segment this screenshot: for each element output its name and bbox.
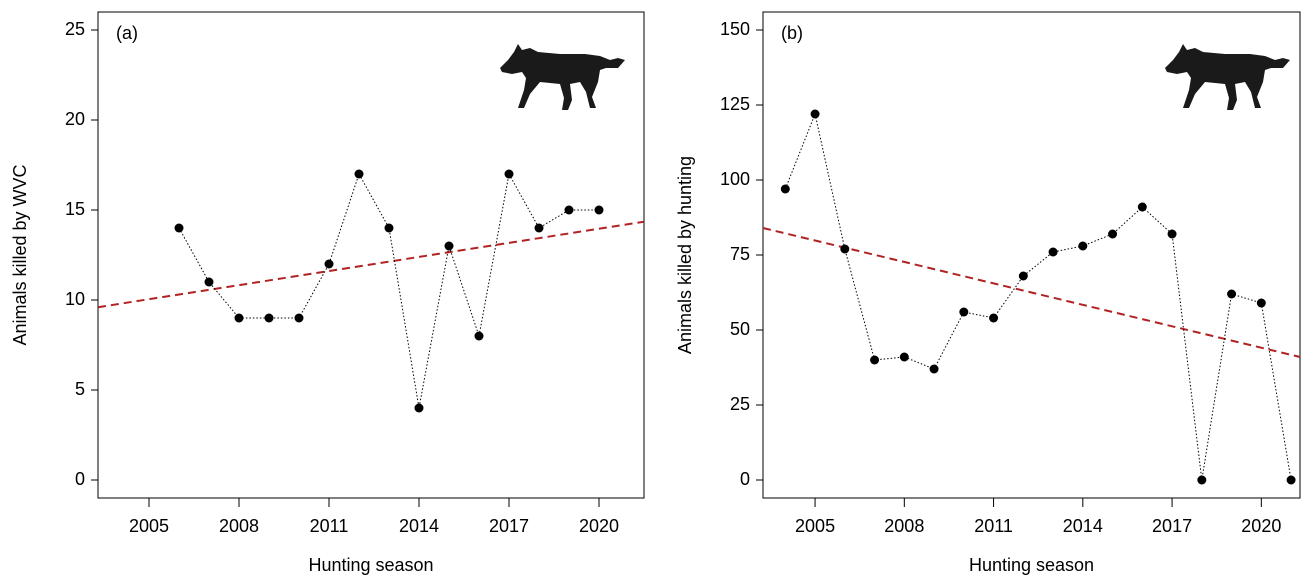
data-point <box>1227 289 1237 299</box>
data-point <box>174 223 184 233</box>
data-point <box>1167 229 1177 239</box>
data-point <box>264 313 274 323</box>
y-axis-label: Animals killed by WVC <box>10 164 30 345</box>
data-point <box>384 223 394 233</box>
y-axis-label: Animals killed by hunting <box>675 156 695 354</box>
data-point <box>1048 247 1058 257</box>
x-axis-label: Hunting season <box>969 555 1094 575</box>
wolf-icon <box>1165 44 1290 110</box>
data-point <box>564 205 574 215</box>
data-point <box>414 403 424 413</box>
trend-line <box>97 220 645 309</box>
data-point <box>840 244 850 254</box>
data-point <box>1108 229 1118 239</box>
y-tick-label: 125 <box>720 94 750 114</box>
data-point <box>474 331 484 341</box>
y-tick-label: 75 <box>730 244 750 264</box>
data-line <box>784 112 1292 481</box>
x-tick-label: 2017 <box>489 516 529 536</box>
x-tick-label: 2020 <box>1241 516 1281 536</box>
x-axis-label: Hunting season <box>308 555 433 575</box>
x-tick-label: 2005 <box>129 516 169 536</box>
y-tick-label: 5 <box>75 379 85 399</box>
x-tick-label: 2017 <box>1152 516 1192 536</box>
x-tick-label: 2020 <box>579 516 619 536</box>
data-point <box>324 259 334 269</box>
data-point <box>870 355 880 365</box>
data-point <box>354 169 364 179</box>
panel-label: (a) <box>116 23 138 43</box>
panel-label: (b) <box>781 23 803 43</box>
x-tick-label: 2014 <box>399 516 439 536</box>
y-tick-label: 10 <box>65 289 85 309</box>
data-point <box>989 313 999 323</box>
data-point <box>780 184 790 194</box>
data-point <box>294 313 304 323</box>
data-point <box>444 241 454 251</box>
data-point <box>1078 241 1088 251</box>
plot-frame <box>762 11 1301 499</box>
data-point <box>534 223 544 233</box>
wolf-icon <box>500 44 625 110</box>
x-tick-label: 2011 <box>310 516 349 536</box>
y-tick-label: 100 <box>720 169 750 189</box>
y-tick-label: 0 <box>75 469 85 489</box>
data-point <box>504 169 514 179</box>
y-tick-label: 15 <box>65 199 85 219</box>
y-tick-label: 0 <box>740 469 750 489</box>
data-point <box>1256 298 1266 308</box>
x-tick-label: 2005 <box>795 516 835 536</box>
plot-frame <box>97 11 645 499</box>
data-point <box>1286 475 1296 485</box>
data-point <box>899 352 909 362</box>
x-tick-label: 2014 <box>1063 516 1103 536</box>
y-tick-label: 50 <box>730 319 750 339</box>
data-point <box>1137 202 1147 212</box>
y-tick-label: 150 <box>720 19 750 39</box>
data-point <box>1018 271 1028 281</box>
x-tick-label: 2008 <box>219 516 259 536</box>
data-point <box>810 109 820 119</box>
x-tick-label: 2011 <box>974 516 1013 536</box>
data-point <box>1197 475 1207 485</box>
data-point <box>594 205 604 215</box>
data-point <box>234 313 244 323</box>
data-line <box>178 172 599 409</box>
data-point <box>929 364 939 374</box>
x-tick-label: 2008 <box>884 516 924 536</box>
data-point <box>959 307 969 317</box>
y-tick-label: 25 <box>65 19 85 39</box>
y-tick-label: 20 <box>65 109 85 129</box>
data-point <box>204 277 214 287</box>
y-tick-label: 25 <box>730 394 750 414</box>
trend-line <box>762 227 1301 358</box>
